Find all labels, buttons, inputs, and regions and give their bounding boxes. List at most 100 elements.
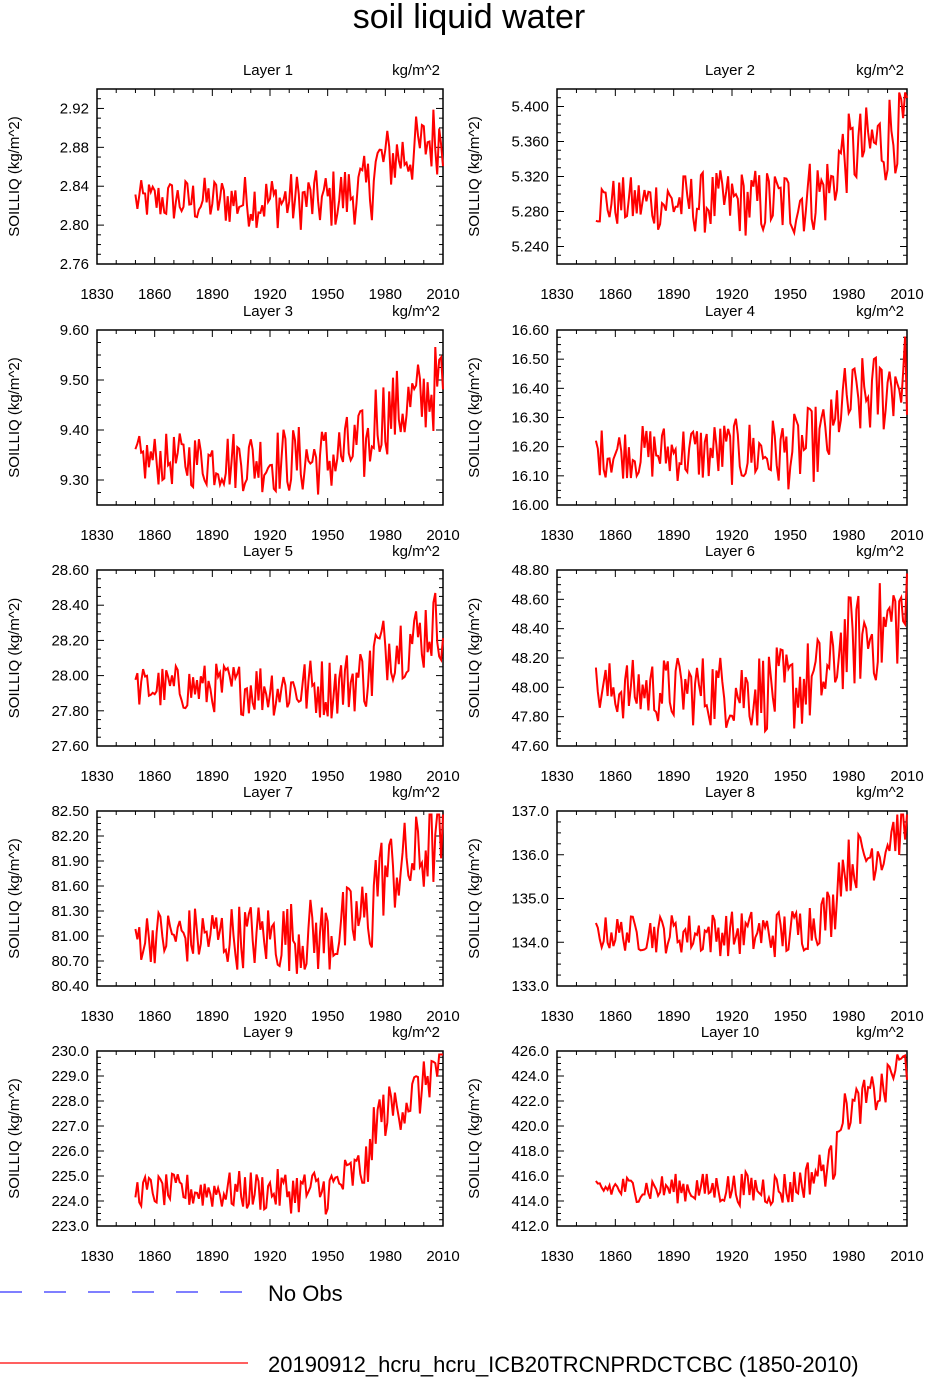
y-tick-label: 225.0	[51, 1168, 89, 1185]
x-tick-label: 1860	[599, 1248, 632, 1265]
x-tick-label: 1980	[832, 1248, 865, 1265]
y-tick-label: 16.30	[511, 410, 549, 427]
x-tick-label: 1860	[138, 1008, 171, 1025]
panel-title: Layer 7	[243, 784, 293, 801]
x-tick-label: 1890	[657, 1248, 690, 1265]
y-tick-label: 224.0	[51, 1193, 89, 1210]
panel-frame	[556, 810, 908, 987]
y-axis-label: SOILLIQ (kg/m^2)	[6, 1078, 23, 1198]
y-axis-label: SOILLIQ (kg/m^2)	[6, 598, 23, 718]
x-tick-label: 1890	[196, 1248, 229, 1265]
panel-layer-10: Layer 10 kg/m^2 SOILLIQ (kg/m^2) 1830 1860 18…	[466, 1024, 924, 1265]
y-tick-label: 48.20	[511, 650, 549, 667]
panel-layer-5: Layer 5 kg/m^2 SOILLIQ (kg/m^2) 1830 1860 189…	[6, 543, 460, 785]
legend-label-no-obs: No Obs	[268, 1281, 343, 1306]
series-line-layer-6	[594, 573, 908, 734]
y-tick-label: 229.0	[51, 1068, 89, 1085]
x-tick-label: 1830	[540, 768, 573, 785]
y-tick-label: 5.320	[511, 169, 549, 186]
y-tick-label: 135.0	[511, 891, 549, 908]
x-tick-label: 1980	[832, 286, 865, 303]
panel-frame	[96, 1050, 444, 1227]
x-tick-label: 2010	[890, 1008, 923, 1025]
series-line-layer-8	[594, 813, 908, 958]
y-tick-label: 48.60	[511, 591, 549, 608]
y-axis-label: SOILLIQ (kg/m^2)	[466, 116, 483, 236]
series-line-layer-5	[134, 592, 444, 719]
y-tick-label: 223.0	[51, 1218, 89, 1235]
y-axis-label: SOILLIQ (kg/m^2)	[466, 357, 483, 477]
y-tick-label: 137.0	[511, 803, 549, 820]
y-tick-label: 9.50	[60, 372, 89, 389]
x-tick-label: 1920	[253, 768, 286, 785]
x-tick-label: 1860	[599, 768, 632, 785]
x-tick-label: 1860	[599, 527, 632, 544]
x-tick-label: 1950	[774, 768, 807, 785]
y-tick-label: 81.60	[51, 878, 89, 895]
x-tick-label: 2010	[426, 768, 459, 785]
y-axis-label: SOILLIQ (kg/m^2)	[466, 598, 483, 718]
x-tick-label: 2010	[426, 286, 459, 303]
series-line-layer-7	[134, 813, 444, 974]
y-tick-label: 81.30	[51, 903, 89, 920]
y-axis-label: SOILLIQ (kg/m^2)	[466, 838, 483, 958]
panels-group: Layer 1 kg/m^2 SOILLIQ (kg/m^2) 1830 1860 189…	[6, 62, 924, 1265]
panel-title: Layer 4	[705, 303, 755, 320]
panel-units: kg/m^2	[856, 543, 904, 560]
x-tick-label: 1830	[80, 1008, 113, 1025]
y-tick-label: 226.0	[51, 1143, 89, 1160]
panel-layer-4: Layer 4 kg/m^2 SOILLIQ (kg/m^2) 1830 1860 189…	[466, 303, 924, 544]
y-tick-label: 48.40	[511, 621, 549, 638]
x-tick-label: 1890	[657, 1008, 690, 1025]
panel-units: kg/m^2	[392, 62, 440, 79]
panel-title: Layer 1	[243, 62, 293, 79]
y-tick-label: 28.60	[51, 562, 89, 579]
legend-label-model: 20190912_hcru_hcru_ICB20TRCNPRDCTCBC (18…	[268, 1352, 859, 1377]
y-tick-label: 420.0	[511, 1118, 549, 1135]
panel-units: kg/m^2	[856, 784, 904, 801]
y-tick-label: 16.40	[511, 380, 549, 397]
y-tick-label: 27.60	[51, 738, 89, 755]
x-tick-label: 1830	[540, 286, 573, 303]
y-tick-label: 28.00	[51, 668, 89, 685]
panel-layer-7: Layer 7 kg/m^2 SOILLIQ (kg/m^2) 1830 1860 189…	[6, 784, 460, 1025]
x-tick-label: 1950	[311, 768, 344, 785]
series-line-layer-4	[594, 336, 908, 490]
panel-title: Layer 8	[705, 784, 755, 801]
x-tick-label: 2010	[890, 527, 923, 544]
panel-title: Layer 10	[701, 1024, 759, 1041]
y-tick-label: 80.40	[51, 978, 89, 995]
y-tick-label: 16.00	[511, 497, 549, 514]
y-tick-label: 16.50	[511, 351, 549, 368]
y-tick-label: 27.80	[51, 703, 89, 720]
y-tick-label: 82.20	[51, 828, 89, 845]
x-tick-label: 1920	[715, 527, 748, 544]
panel-units: kg/m^2	[856, 1024, 904, 1041]
x-tick-label: 1980	[369, 1248, 402, 1265]
x-tick-label: 1860	[138, 1248, 171, 1265]
panel-title: Layer 9	[243, 1024, 293, 1041]
x-tick-label: 1950	[311, 527, 344, 544]
y-tick-label: 16.20	[511, 439, 549, 456]
y-tick-label: 48.80	[511, 562, 549, 579]
x-tick-label: 1980	[832, 1008, 865, 1025]
x-tick-label: 1890	[657, 768, 690, 785]
y-tick-label: 81.00	[51, 928, 89, 945]
series-line-layer-3	[134, 346, 444, 495]
x-tick-label: 1890	[196, 286, 229, 303]
x-tick-label: 1950	[774, 1248, 807, 1265]
y-tick-label: 422.0	[511, 1093, 549, 1110]
y-tick-label: 5.240	[511, 239, 549, 256]
x-tick-label: 1830	[80, 286, 113, 303]
legend: No Obs 20190912_hcru_hcru_ICB20TRCNPRDCTC…	[0, 1281, 859, 1377]
panel-layer-8: Layer 8 kg/m^2 SOILLIQ (kg/m^2) 1830 1860 189…	[466, 784, 924, 1025]
y-tick-label: 416.0	[511, 1168, 549, 1185]
x-tick-label: 1950	[311, 286, 344, 303]
panel-units: kg/m^2	[392, 303, 440, 320]
y-tick-label: 414.0	[511, 1193, 549, 1210]
y-tick-label: 47.80	[511, 709, 549, 726]
x-tick-label: 1830	[540, 1008, 573, 1025]
x-tick-label: 1950	[774, 1008, 807, 1025]
panel-units: kg/m^2	[392, 784, 440, 801]
y-tick-label: 5.400	[511, 99, 549, 116]
